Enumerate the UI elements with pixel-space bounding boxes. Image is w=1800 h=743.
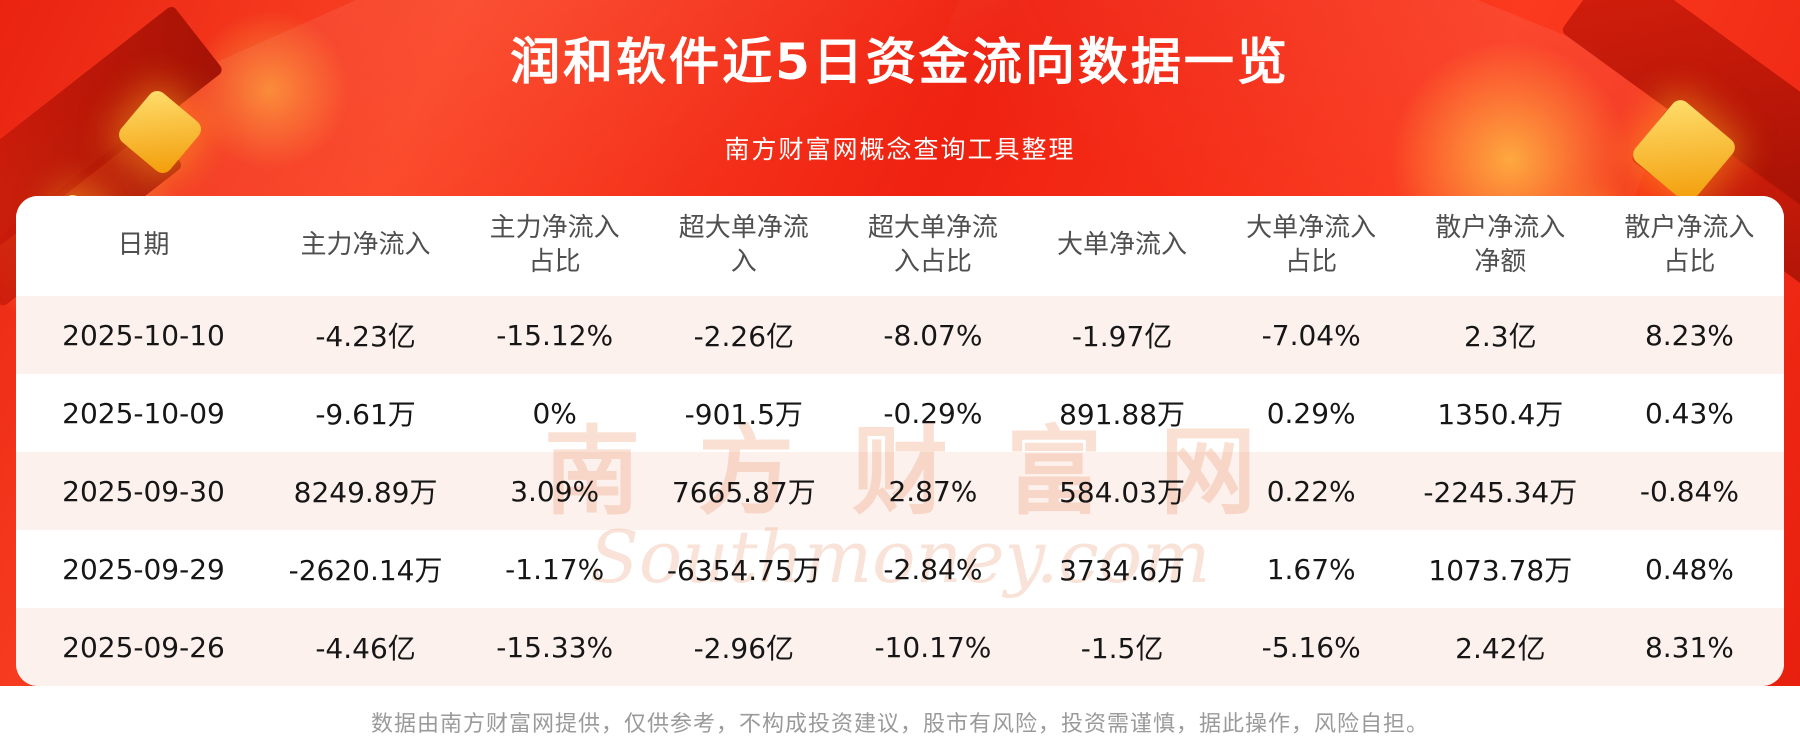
table-cell: -2.26亿 <box>693 320 795 353</box>
table-cell: 2.87% <box>888 474 978 508</box>
table-cell: 2.3亿 <box>1464 320 1537 353</box>
table-cell: 0.22% <box>1266 474 1356 508</box>
header-cell: 超大单净流入 <box>678 213 809 277</box>
table-cell: 584.03万 <box>1059 476 1186 509</box>
table-cell: 0.48% <box>1644 552 1734 586</box>
header-cell: 散户净流入占比 <box>1624 213 1755 277</box>
table-cell: -0.84% <box>1639 474 1739 508</box>
table-cell: -15.12% <box>496 318 614 352</box>
table-cell: -7.04% <box>1261 318 1361 352</box>
table-header-row: 日期 主力净流入 主力净流入占比 超大单净流入 超大单净流入占比 大单净流入 大单净流入占比… <box>16 196 1784 296</box>
fund-flow-table: 日期 主力净流入 主力净流入占比 超大单净流入 超大单净流入占比 大单净流入 大单净流入占比… <box>16 196 1784 686</box>
table-cell: 0.29% <box>1266 396 1356 430</box>
table-cell: -1.17% <box>505 552 605 586</box>
table-cell: 2025-10-09 <box>62 396 225 430</box>
table-cell: -1.5亿 <box>1080 632 1164 665</box>
table-cell: 3.09% <box>510 474 600 508</box>
table-cell: -15.33% <box>496 630 614 664</box>
header-cell: 大单净流入占比 <box>1246 213 1377 277</box>
table-cell: 8.23% <box>1644 318 1734 352</box>
table-cell: -2620.14万 <box>288 554 443 587</box>
table-cell: -6354.75万 <box>666 554 821 587</box>
header-cell: 大单净流入 <box>1057 230 1188 261</box>
table-cell: 7665.87万 <box>671 476 816 509</box>
table-cell: 2025-09-30 <box>62 474 225 508</box>
table-row: 2025-09-30 8249.89万 3.09% 7665.87万 2.87% 584.… <box>16 452 1784 530</box>
table-cell: 2025-09-26 <box>62 630 225 664</box>
table-cell: -901.5万 <box>684 398 803 431</box>
table-cell: -0.29% <box>883 396 983 430</box>
header-cell: 超大单净流入占比 <box>867 213 998 277</box>
table-cell: 3734.6万 <box>1059 554 1186 587</box>
table-cell: 1073.78万 <box>1428 554 1573 587</box>
table-cell: 0% <box>532 396 577 430</box>
table-cell: -8.07% <box>883 318 983 352</box>
header-cell: 散户净流入净额 <box>1435 213 1566 277</box>
disclaimer-text: 数据由南方财富网提供，仅供参考，不构成投资建议，股市有风险，投资需谨慎，据此操作… <box>370 712 1429 737</box>
gold-glow-decoration <box>190 10 350 170</box>
table-cell: 891.88万 <box>1059 398 1186 431</box>
table-row: 2025-10-10 -4.23亿 -15.12% -2.26亿 -8.07% -1.97… <box>16 296 1784 374</box>
table-row: 2025-09-29 -2620.14万 -1.17% -6354.75万 -2.84%… <box>16 530 1784 608</box>
table-cell: -5.16% <box>1261 630 1361 664</box>
table-cell: 8.31% <box>1644 630 1734 664</box>
table-cell: 8249.89万 <box>293 476 438 509</box>
table-row: 2025-09-26 -4.46亿 -15.33% -2.96亿 -10.17% -1.5… <box>16 608 1784 686</box>
table-cell: 2025-09-29 <box>62 552 225 586</box>
table-cell: -2245.34万 <box>1423 476 1578 509</box>
table-cell: -2.84% <box>883 552 983 586</box>
table-cell: -1.97亿 <box>1071 320 1173 353</box>
header-cell: 主力净流入占比 <box>489 213 620 277</box>
table-cell: 2025-10-10 <box>62 318 225 352</box>
table-cell: -4.46亿 <box>315 632 416 665</box>
data-card: 南方财富网 Southmoney.com 日期 主力净流入 主力净流入占比 超大单净流… <box>16 196 1784 686</box>
table-cell: -9.61万 <box>315 398 416 431</box>
page-title: 润和软件近5日资金流向数据一览 <box>510 33 1290 91</box>
table-cell: 1350.4万 <box>1437 398 1564 431</box>
table-cell: 0.43% <box>1644 396 1734 430</box>
table-cell: -2.96亿 <box>693 632 795 665</box>
header-cell: 主力净流入 <box>300 230 431 261</box>
page-subtitle: 南方财富网概念查询工具整理 <box>724 135 1076 164</box>
table-cell: -10.17% <box>874 630 992 664</box>
table-cell: 1.67% <box>1266 552 1356 586</box>
table-cell: -4.23亿 <box>315 320 416 353</box>
table-row: 2025-10-09 -9.61万 0% -901.5万 -0.29% 891.88万 0.… <box>16 374 1784 452</box>
header-cell: 日期 <box>117 230 170 261</box>
table-cell: 2.42亿 <box>1455 632 1546 665</box>
